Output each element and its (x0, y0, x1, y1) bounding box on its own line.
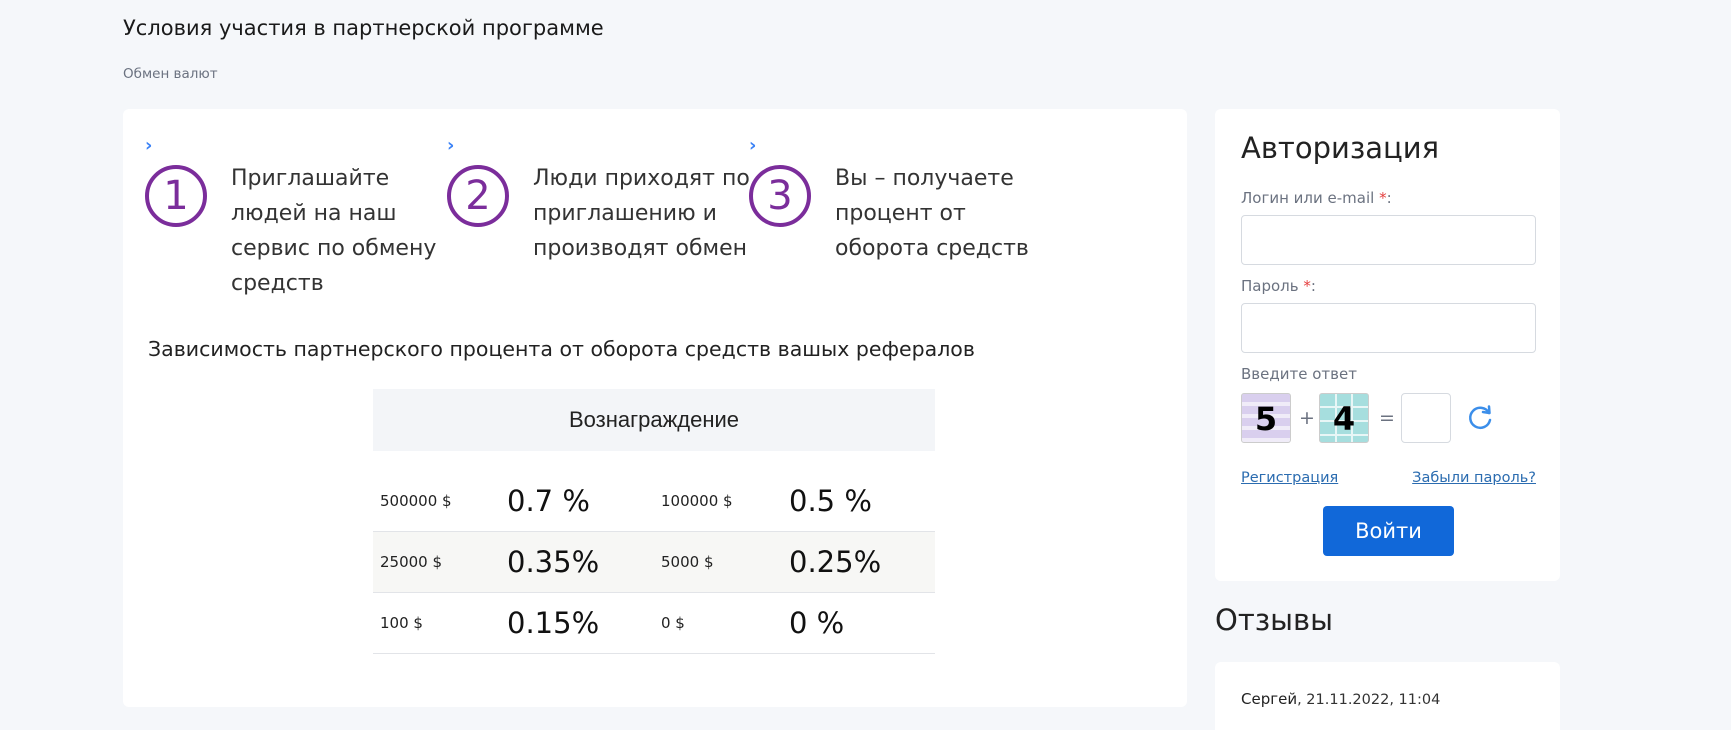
chevron-right-icon: › (447, 135, 455, 156)
step-text: Вы – получаете процент от оборота средст… (835, 166, 1029, 261)
turnover-amount: 500000 $ (380, 492, 452, 510)
table-row: 500000 $ 0.7 % 100000 $ 0.5 % (373, 471, 935, 532)
turnover-amount: 100000 $ (661, 492, 733, 510)
captcha-label: Введите ответ (1241, 365, 1357, 383)
captcha-plus: + (1299, 407, 1315, 429)
register-link[interactable]: Регистрация (1241, 470, 1339, 486)
step-2: › 2 Люди приходят по приглашению и произ… (425, 135, 750, 261)
review-card: Сергей, 21.11.2022, 11:04 (1215, 662, 1560, 730)
captcha-answer-input[interactable] (1401, 393, 1451, 443)
login-label: Логин или e-mail *: (1241, 189, 1392, 207)
turnover-amount: 25000 $ (380, 553, 443, 571)
table-row: 25000 $ 0.35% 5000 $ 0.25% (373, 532, 935, 593)
page-title: Условия участия в партнерской программе (123, 16, 604, 40)
dependency-title: Зависимость партнерского процента от обо… (148, 337, 975, 361)
step-number: 1 (145, 165, 207, 227)
turnover-amount: 0 $ (661, 614, 685, 632)
turnover-amount: 5000 $ (661, 553, 714, 571)
reward-table-header: Вознаграждение (373, 389, 935, 451)
captcha-equals: = (1379, 407, 1395, 429)
step-number: 3 (749, 165, 811, 227)
chevron-right-icon: › (749, 135, 757, 156)
login-input[interactable] (1241, 215, 1536, 265)
required-mark: * (1379, 189, 1387, 207)
reward-percent: 0 % (789, 606, 845, 640)
reward-table: Вознаграждение 500000 $ 0.7 % 100000 $ 0… (373, 389, 935, 654)
forgot-password-link[interactable]: Забыли пароль? (1412, 470, 1536, 486)
step-3: › 3 Вы – получаете процент от оборота ср… (727, 135, 1047, 261)
login-button[interactable]: Войти (1323, 506, 1454, 556)
reward-percent: 0.7 % (507, 484, 590, 518)
chevron-right-icon: › (145, 135, 153, 156)
step-text: Приглашайте людей на наш сервис по обмен… (231, 166, 437, 296)
table-row: 100 $ 0.15% 0 $ 0 % (373, 593, 935, 654)
partner-program-card: › 1 Приглашайте людей на наш сервис по о… (123, 109, 1187, 707)
auth-card: Авторизация Логин или e-mail *: Пароль *… (1215, 109, 1560, 581)
step-number: 2 (447, 165, 509, 227)
turnover-amount: 100 $ (380, 614, 423, 632)
review-author: Сергей (1241, 690, 1298, 708)
captcha-image-b: 4 (1319, 393, 1369, 443)
reward-percent: 0.35% (507, 545, 600, 579)
password-input[interactable] (1241, 303, 1536, 353)
step-text: Люди приходят по приглашению и производя… (533, 166, 750, 261)
reviews-title: Отзывы (1215, 603, 1334, 637)
password-label: Пароль *: (1241, 277, 1316, 295)
reward-percent: 0.15% (507, 606, 600, 640)
refresh-icon[interactable] (1465, 403, 1495, 433)
captcha-image-a: 5 (1241, 393, 1291, 443)
reward-percent: 0.25% (789, 545, 882, 579)
auth-title: Авторизация (1241, 131, 1440, 165)
required-mark: * (1303, 277, 1311, 295)
step-1: › 1 Приглашайте людей на наш сервис по о… (123, 135, 443, 296)
reward-percent: 0.5 % (789, 484, 872, 518)
review-header: Сергей, 21.11.2022, 11:04 (1241, 690, 1440, 708)
review-date: , 21.11.2022, 11:04 (1297, 692, 1441, 708)
breadcrumb[interactable]: Обмен валют (123, 66, 218, 82)
